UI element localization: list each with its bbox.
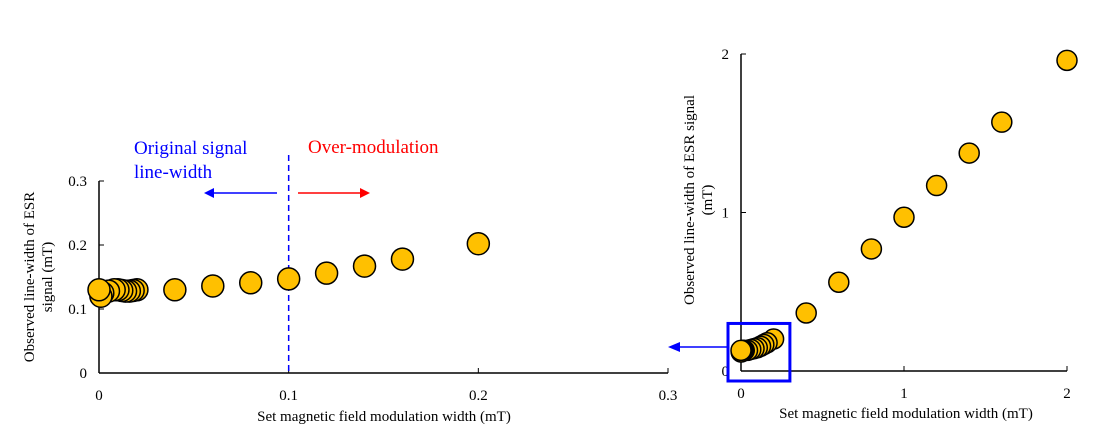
data-point [314, 261, 339, 285]
y-tick-label: 1 [722, 206, 730, 222]
x-tick-label: 0 [95, 388, 103, 404]
x-tick-label: 1 [900, 386, 908, 402]
left-xlabel: Set magnetic field modulation width (mT) [257, 409, 511, 425]
right-arrowhead [360, 188, 370, 198]
right-chart: 0 1 2 0 1 2 [668, 47, 1078, 402]
data-point [390, 247, 415, 271]
right-ylabel-line2: (mT) [700, 185, 716, 216]
y-tick-label: 0.2 [68, 238, 87, 254]
y-tick-label: 0 [722, 364, 730, 380]
x-tick-label: 0.1 [279, 388, 298, 404]
right-xlabel: Set magnetic field modulation width (mT) [779, 406, 1033, 422]
y-tick-label: 0 [80, 366, 88, 382]
data-point [87, 278, 111, 302]
original-linewidth-label-2: line-width [134, 162, 213, 183]
data-point [828, 271, 850, 293]
right-ylabel-line1: Observed line-width of ESR signal [682, 95, 698, 305]
zoom-region-box [726, 321, 792, 383]
left-chart: 0 0.1 0.2 0.3 0 0.1 0.2 0.3 [68, 155, 677, 404]
y-tick-label: 0.1 [68, 302, 87, 318]
data-point [925, 174, 948, 197]
data-point [893, 206, 915, 229]
data-point [1056, 49, 1078, 72]
x-tick-label: 2 [1063, 386, 1071, 402]
y-tick-label: 0.3 [68, 174, 87, 190]
over-modulation-label: Over-modulation [308, 137, 439, 158]
left-arrowhead [204, 188, 214, 198]
data-point [466, 231, 491, 256]
inset-arrowhead [668, 342, 680, 352]
data-point [352, 254, 377, 278]
x-tick-label: 0.3 [659, 388, 678, 404]
data-point [201, 274, 225, 298]
data-point [991, 111, 1013, 133]
x-tick-label: 0 [737, 386, 745, 402]
left-ylabel-line1: Observed line-width of ESR [22, 192, 38, 362]
left-ylabel-line2: signal (mT) [40, 242, 56, 312]
data-point [730, 339, 752, 362]
data-point [163, 278, 187, 302]
data-point [238, 271, 263, 295]
original-linewidth-label-1: Original signal [134, 138, 247, 159]
data-point [276, 267, 301, 291]
data-point [795, 302, 817, 324]
x-tick-label: 0.2 [469, 388, 488, 404]
data-point [860, 238, 883, 260]
data-point [958, 142, 980, 164]
y-tick-label: 2 [722, 47, 730, 63]
